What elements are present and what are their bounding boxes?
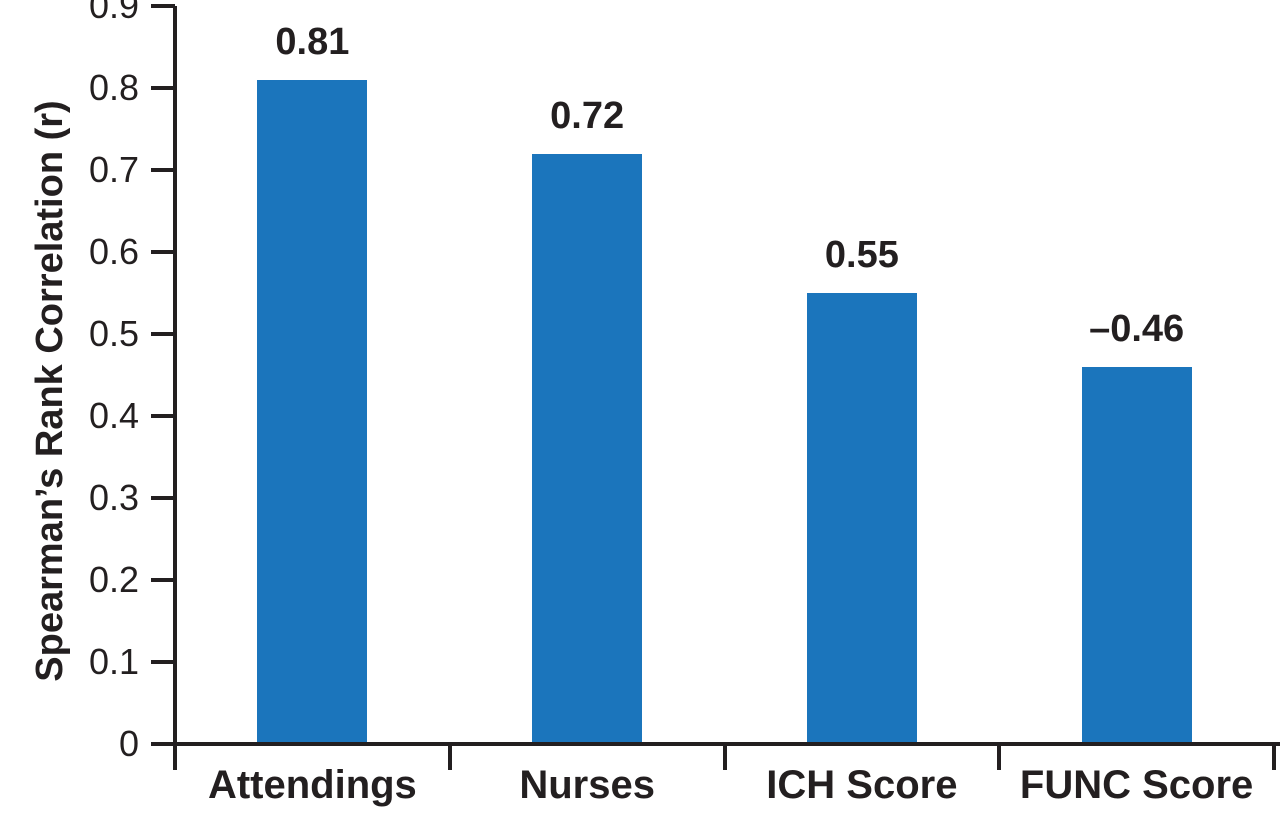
y-tick-label: 0.1 xyxy=(88,641,139,682)
x-category-label: Attendings xyxy=(207,763,417,807)
bar-nurses xyxy=(532,153,643,742)
x-tick-mark xyxy=(1272,744,1276,770)
y-tick-label: 0.7 xyxy=(88,149,139,190)
y-tick-label: 0.9 xyxy=(88,0,139,26)
y-tick-label: 0.2 xyxy=(88,559,139,600)
x-axis-line xyxy=(151,742,1280,746)
bar-value-label: 0.72 xyxy=(550,94,625,137)
x-tick-mark xyxy=(997,744,1002,770)
x-category-label: Nurses xyxy=(519,763,655,807)
y-tick-mark xyxy=(151,742,175,746)
y-tick-mark xyxy=(151,660,175,664)
y-tick-label: 0.6 xyxy=(88,231,139,272)
y-tick-mark xyxy=(151,250,175,254)
y-tick-label: 0 xyxy=(118,723,139,764)
x-category-label: FUNC Score xyxy=(1019,763,1254,807)
bar-ich-score xyxy=(806,293,917,742)
x-tick-mark xyxy=(447,744,452,770)
y-tick-label: 0.3 xyxy=(88,477,139,518)
y-tick-label: 0.5 xyxy=(88,313,139,354)
bar-value-label: –0.46 xyxy=(1089,307,1185,350)
y-tick-mark xyxy=(151,414,175,418)
y-tick-mark xyxy=(151,168,175,172)
bar-func-score xyxy=(1081,366,1192,742)
x-category-label: ICH Score xyxy=(766,763,958,807)
x-tick-mark xyxy=(722,744,727,770)
y-tick-mark xyxy=(151,578,175,582)
bar-attendings xyxy=(257,79,368,742)
y-tick-mark xyxy=(151,4,175,8)
y-tick-label: 0.8 xyxy=(88,67,139,108)
y-tick-mark xyxy=(151,332,175,336)
bar-value-label: 0.55 xyxy=(824,234,899,276)
y-axis-line xyxy=(173,6,177,770)
bar-value-label: 0.81 xyxy=(275,20,350,63)
y-tick-mark xyxy=(151,86,175,90)
y-tick-label: 0.4 xyxy=(88,395,139,436)
y-tick-mark xyxy=(151,496,175,500)
